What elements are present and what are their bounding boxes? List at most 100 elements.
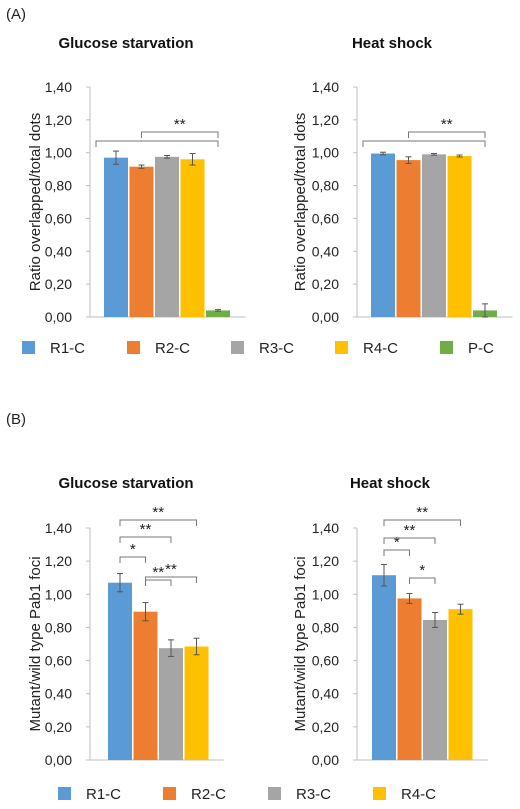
significance-bracket — [383, 537, 436, 544]
y-tick-label: 1,20 — [45, 553, 72, 569]
y-tick-label: 0,80 — [45, 178, 72, 194]
chart-b-glucose: Glucose starvation 0,00 0,20 0,40 0,60 0,80 1… — [27, 475, 224, 768]
bar-R1-C — [372, 575, 396, 760]
y-tick-label: 0,40 — [45, 686, 72, 702]
significance-bracket — [95, 140, 219, 147]
y-tick-label: 0,20 — [45, 719, 72, 735]
significance-label: ** — [140, 521, 152, 538]
chart-marks: 0,00 0,20 0,40 0,60 0,80 1,00 1,20 1,40 Ratio ov… — [27, 79, 246, 325]
legend-label-P-C: P-C — [468, 340, 494, 357]
y-tick-label: 0,80 — [312, 619, 339, 635]
y-tick-label: 0,00 — [312, 752, 339, 768]
legend-swatch-R1-C — [22, 341, 35, 354]
y-axis-label: Ratio overlapped/total dots — [292, 113, 309, 291]
y-tick-label: 0,40 — [312, 686, 339, 702]
y-tick-label: 0,20 — [312, 276, 339, 292]
legend-label-R3-C: R3-C — [259, 340, 294, 357]
legend-swatch-R1-C — [58, 787, 71, 800]
legend-label-R3-C: R3-C — [296, 786, 331, 803]
chart-b-heat: Heat shock 0,00 0,20 0,40 0,60 0,80 1,00 1,20 1… — [292, 475, 488, 768]
y-tick-label: 0,80 — [312, 178, 339, 194]
significance-label: ** — [404, 522, 416, 539]
significance-label: * — [394, 534, 400, 551]
significance-bracket — [362, 140, 486, 147]
chart-a-heat: Heat shock 0,00 0,20 0,40 0,60 0,80 1,00 1,20 1… — [292, 35, 513, 325]
bar-R4-C — [448, 609, 473, 760]
chart-marks: 0,00 0,20 0,40 0,60 0,80 1,00 1,20 1,40 Mutant/w… — [292, 504, 488, 768]
y-tick-label: 1,20 — [312, 553, 339, 569]
bar-R3-C — [155, 156, 179, 317]
y-tick-label: 0,60 — [312, 210, 339, 226]
y-tick-label: 0,40 — [312, 243, 339, 259]
bar-R3-C — [423, 619, 447, 760]
chart-title: Heat shock — [352, 35, 433, 52]
significance-label: ** — [174, 116, 186, 133]
bar-R4-C — [184, 646, 209, 760]
significance-label: ** — [165, 561, 177, 578]
legend-label-R2-C: R2-C — [191, 786, 226, 803]
y-tick-label: 0,20 — [45, 276, 72, 292]
bar-R2-C — [129, 166, 154, 317]
legend-swatch-R2-C — [163, 787, 176, 800]
panel-b-label: (B) — [6, 411, 26, 428]
y-tick-label: 0,00 — [45, 309, 72, 325]
y-axis-label: Mutant/wild type Pab1 foci — [292, 556, 309, 731]
y-tick-label: 0,00 — [45, 752, 72, 768]
bar-R4-C — [180, 159, 205, 317]
y-axis-label: Mutant/wild type Pab1 foci — [27, 556, 44, 731]
y-tick-label: 1,40 — [312, 520, 339, 536]
significance-bracket — [383, 549, 410, 556]
legend-swatch-R3-C — [268, 787, 281, 800]
panel-a-label: (A) — [6, 6, 26, 23]
bar-P-C — [206, 310, 230, 317]
bar-R2-C — [133, 611, 158, 760]
y-tick-label: 1,00 — [312, 586, 339, 602]
y-tick-label: 1,40 — [45, 79, 72, 95]
significance-label: ** — [152, 564, 164, 581]
y-tick-label: 1,00 — [312, 145, 339, 161]
y-tick-label: 1,40 — [312, 79, 339, 95]
legend-swatch-R4-C — [373, 787, 386, 800]
significance-bracket — [145, 576, 197, 583]
y-axis-label: Ratio overlapped/total dots — [27, 113, 44, 291]
bar-R1-C — [371, 153, 395, 317]
legend-swatch-R2-C — [127, 341, 140, 354]
chart-title: Glucose starvation — [58, 35, 193, 52]
bar-R1-C — [104, 157, 128, 317]
legend-swatch-R4-C — [335, 341, 348, 354]
significance-label: ** — [152, 504, 164, 521]
legend-label-R4-C: R4-C — [363, 340, 398, 357]
legend-b: R1-C R2-C R3-C R4-C — [58, 786, 436, 803]
y-tick-label: 0,80 — [45, 619, 72, 635]
significance-bracket — [119, 536, 172, 543]
chart-marks: 0,00 0,20 0,40 0,60 0,80 1,00 1,20 1,40 Ratio ov… — [292, 79, 513, 325]
significance-label: ** — [441, 116, 453, 133]
legend-label-R1-C: R1-C — [86, 786, 121, 803]
significance-bracket — [408, 131, 486, 138]
bar-R3-C — [159, 648, 183, 760]
significance-bracket — [409, 577, 436, 584]
bar-R4-C — [447, 156, 472, 317]
bar-R2-C — [397, 598, 422, 760]
significance-label: * — [419, 562, 425, 579]
legend-label-R1-C: R1-C — [50, 340, 85, 357]
significance-label: ** — [416, 504, 428, 521]
y-tick-label: 0,60 — [45, 653, 72, 669]
y-tick-label: 1,40 — [45, 520, 72, 536]
y-tick-label: 0,60 — [312, 653, 339, 669]
legend-label-R4-C: R4-C — [401, 786, 436, 803]
y-tick-label: 1,20 — [312, 112, 339, 128]
bar-R1-C — [108, 582, 132, 760]
legend-swatch-P-C — [440, 341, 453, 354]
significance-label: * — [130, 541, 136, 558]
significance-bracket — [383, 519, 461, 526]
y-tick-label: 0,20 — [312, 719, 339, 735]
legend-label-R2-C: R2-C — [155, 340, 190, 357]
legend-a: R1-C R2-C R3-C R4-C P-C — [22, 340, 494, 357]
bar-R3-C — [422, 154, 446, 317]
chart-a-glucose: Glucose starvation 0,00 0,20 0,40 0,60 0,80 1… — [27, 35, 246, 325]
bar-R2-C — [396, 160, 421, 317]
chart-title: Heat shock — [350, 475, 431, 492]
y-tick-label: 1,00 — [45, 145, 72, 161]
